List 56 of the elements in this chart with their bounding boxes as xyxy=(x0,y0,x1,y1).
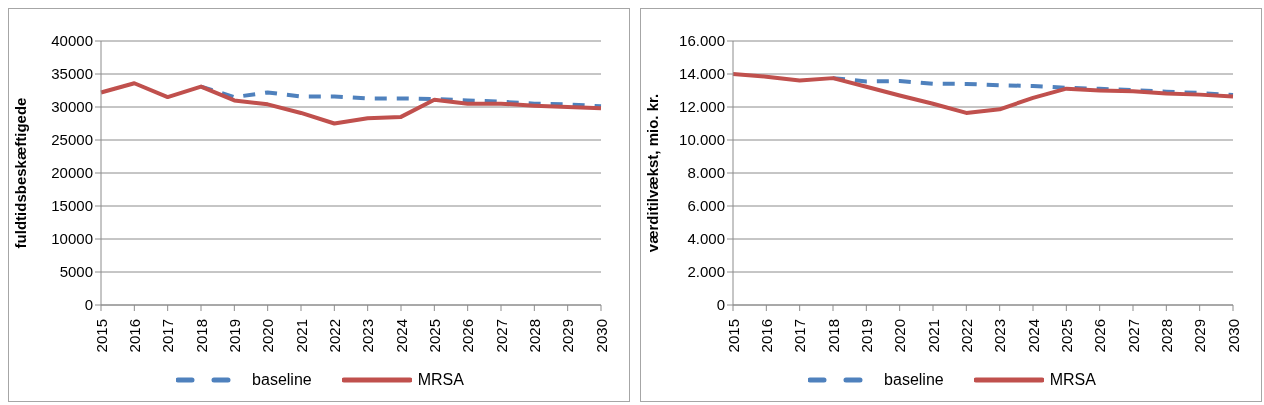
x-tick-label: 2023 xyxy=(991,319,1009,353)
x-tick-label: 2019 xyxy=(225,319,243,353)
y-tick-label: 30000 xyxy=(51,98,93,116)
legend-label: baseline xyxy=(884,371,944,389)
y-tick-label: 14.000 xyxy=(679,65,725,83)
x-tick-label: 2015 xyxy=(724,319,742,353)
x-tick-label: 2025 xyxy=(1057,319,1075,353)
y-tick-label: 12.000 xyxy=(679,98,725,116)
y-tick-label: 25000 xyxy=(51,131,93,149)
x-tick-label: 2028 xyxy=(1157,319,1175,353)
x-tick-label: 2017 xyxy=(791,319,809,353)
x-tick-label: 2029 xyxy=(559,319,577,353)
x-tick-label: 2016 xyxy=(125,319,143,353)
x-tick-label: 2024 xyxy=(1024,319,1042,353)
y-tick-label: 40000 xyxy=(51,32,93,50)
y-tick-label: 0 xyxy=(84,296,93,314)
x-tick-label: 2030 xyxy=(592,319,610,353)
x-tick-label: 2021 xyxy=(924,319,942,353)
x-tick-label: 2023 xyxy=(359,319,377,353)
legend-label: MRSA xyxy=(417,371,464,389)
legend-label: MRSA xyxy=(1049,371,1096,389)
x-tick-label: 2030 xyxy=(1224,319,1242,353)
x-tick-label: 2018 xyxy=(192,319,210,353)
x-tick-label: 2020 xyxy=(891,319,909,353)
y-tick-label: 8.000 xyxy=(687,164,725,182)
y-tick-label: 0 xyxy=(716,296,725,314)
x-tick-label: 2026 xyxy=(1091,319,1109,353)
x-tick-label: 2024 xyxy=(392,319,410,353)
x-tick-label: 2015 xyxy=(92,319,110,353)
x-tick-label: 2017 xyxy=(159,319,177,353)
x-tick-label: 2016 xyxy=(757,319,775,353)
y-axis-title: fuldtidsbeskæftigede xyxy=(12,97,30,249)
x-tick-label: 2026 xyxy=(459,319,477,353)
x-tick-label: 2025 xyxy=(425,319,443,353)
y-tick-label: 6.000 xyxy=(687,197,725,215)
y-tick-label: 10000 xyxy=(51,230,93,248)
y-tick-label: 10.000 xyxy=(679,131,725,149)
y-tick-label: 4.000 xyxy=(687,230,725,248)
y-tick-label: 20000 xyxy=(51,164,93,182)
y-tick-label: 15000 xyxy=(51,197,93,215)
x-tick-label: 2029 xyxy=(1191,319,1209,353)
x-tick-label: 2020 xyxy=(259,319,277,353)
y-tick-label: 35000 xyxy=(51,65,93,83)
x-tick-label: 2027 xyxy=(492,319,510,353)
x-tick-label: 2022 xyxy=(957,319,975,353)
y-axis-title: værditilvækst, mio. kr. xyxy=(644,93,662,253)
x-tick-label: 2027 xyxy=(1124,319,1142,353)
x-tick-label: 2028 xyxy=(525,319,543,353)
x-tick-label: 2018 xyxy=(824,319,842,353)
y-tick-label: 5000 xyxy=(59,263,93,281)
legend-label: baseline xyxy=(252,371,312,389)
y-tick-label: 2.000 xyxy=(687,263,725,281)
y-tick-label: 16.000 xyxy=(679,32,725,50)
x-tick-label: 2022 xyxy=(325,319,343,353)
x-tick-label: 2019 xyxy=(857,319,875,353)
x-tick-label: 2021 xyxy=(292,319,310,353)
